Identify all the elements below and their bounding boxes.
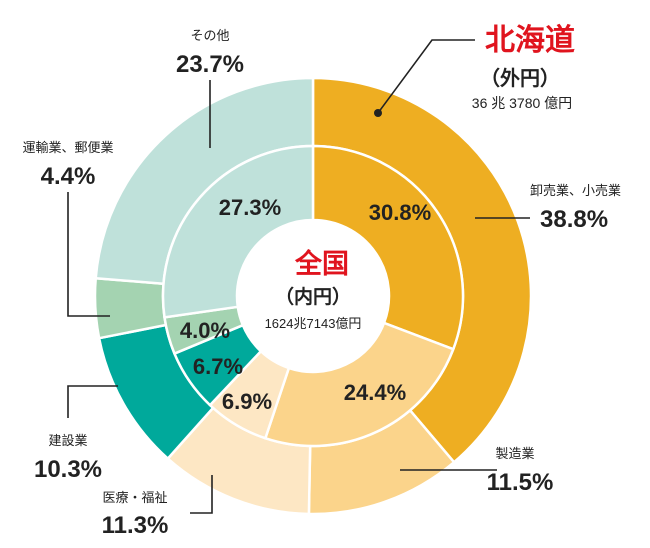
leader-line	[67, 192, 110, 317]
inner-value-label: 24.4%	[344, 380, 406, 405]
inner-slice-2	[263, 321, 455, 448]
leader-line	[377, 39, 475, 114]
category-label: 卸売業、小売業	[530, 183, 621, 198]
leader-line	[190, 475, 213, 514]
inner-value-label: 30.8%	[369, 200, 431, 225]
outer-subtitle: （外円）	[480, 66, 560, 90]
center-total: 1624兆7143億円	[265, 316, 362, 331]
outer-value-label: 11.5%	[487, 469, 554, 496]
outer-value-label: 4.4%	[41, 163, 96, 190]
center-title: 全国	[294, 248, 349, 279]
leader-lines	[67, 39, 530, 514]
inner-value-label: 6.7%	[193, 354, 243, 379]
outer-value-label: 11.3%	[102, 512, 169, 539]
outer-value-label: 10.3%	[34, 456, 102, 483]
category-label: 製造業	[495, 446, 534, 461]
category-label: その他	[190, 28, 229, 43]
leader-dot	[374, 109, 382, 117]
category-label: 運輸業、郵便業	[22, 140, 113, 155]
outer-title: 北海道	[485, 24, 575, 57]
outer-value-label: 38.8%	[540, 206, 608, 233]
inner-slice-1	[311, 144, 465, 351]
outer-ring	[93, 76, 533, 516]
outer-total: 36 兆 3780 億円	[472, 95, 572, 111]
inner-slice-6	[161, 144, 315, 319]
inner-value-label: 27.3%	[219, 195, 281, 220]
inner-ring	[161, 144, 465, 448]
inner-value-label: 6.9%	[222, 389, 272, 414]
category-label: 医療・福祉	[102, 490, 167, 505]
category-label: 建設業	[48, 433, 87, 448]
outer-value-label: 23.7%	[176, 51, 244, 78]
center-subtitle: （内円）	[275, 285, 351, 308]
inner-value-label: 4.0%	[180, 318, 230, 343]
leader-line	[67, 385, 118, 418]
